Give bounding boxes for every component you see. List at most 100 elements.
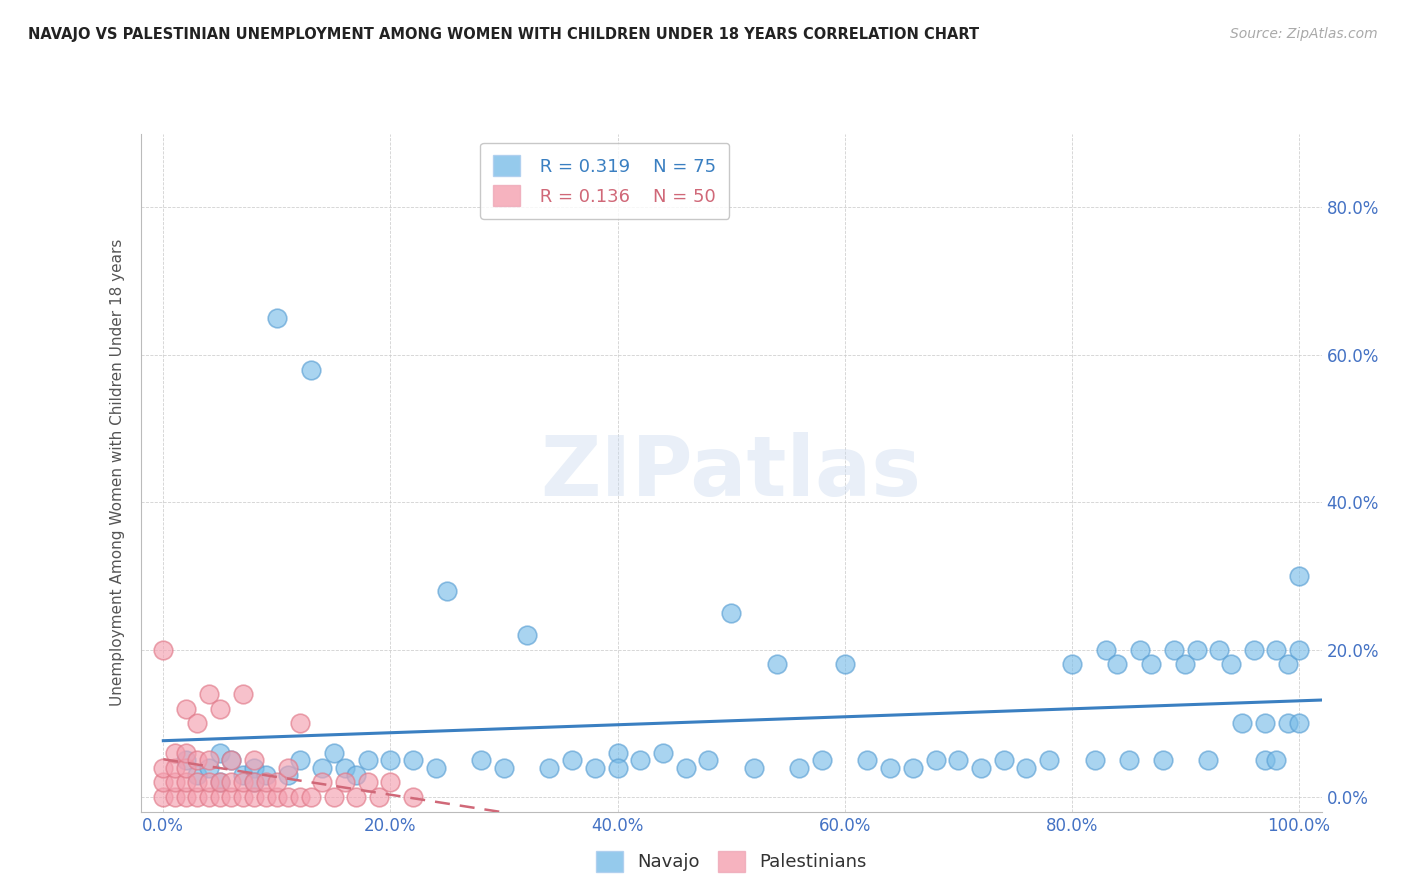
- Point: [174, 746, 197, 760]
- Point: [901, 760, 924, 774]
- Point: [254, 789, 277, 804]
- Point: [288, 789, 311, 804]
- Point: [1288, 716, 1310, 731]
- Point: [152, 789, 174, 804]
- Point: [1277, 657, 1299, 672]
- Point: [232, 687, 254, 701]
- Point: [277, 789, 299, 804]
- Point: [266, 311, 288, 326]
- Point: [277, 768, 299, 782]
- Point: [1288, 642, 1310, 657]
- Point: [606, 760, 628, 774]
- Point: [402, 753, 425, 767]
- Point: [765, 657, 787, 672]
- Point: [174, 701, 197, 715]
- Point: [879, 760, 901, 774]
- Point: [197, 753, 219, 767]
- Point: [186, 753, 208, 767]
- Point: [720, 606, 742, 620]
- Y-axis label: Unemployment Among Women with Children Under 18 years: Unemployment Among Women with Children U…: [110, 239, 125, 706]
- Point: [254, 768, 277, 782]
- Point: [1152, 753, 1174, 767]
- Point: [197, 789, 219, 804]
- Point: [209, 775, 232, 789]
- Point: [163, 760, 186, 774]
- Point: [787, 760, 810, 774]
- Point: [243, 760, 266, 774]
- Point: [288, 716, 311, 731]
- Point: [1107, 657, 1129, 672]
- Point: [1254, 753, 1277, 767]
- Point: [333, 775, 356, 789]
- Point: [436, 583, 458, 598]
- Point: [221, 775, 243, 789]
- Point: [209, 701, 232, 715]
- Point: [628, 753, 651, 767]
- Point: [538, 760, 561, 774]
- Point: [583, 760, 606, 774]
- Text: ZIPatlas: ZIPatlas: [541, 433, 921, 513]
- Point: [299, 362, 322, 376]
- Point: [1163, 642, 1185, 657]
- Point: [697, 753, 720, 767]
- Point: [209, 746, 232, 760]
- Point: [561, 753, 583, 767]
- Text: NAVAJO VS PALESTINIAN UNEMPLOYMENT AMONG WOMEN WITH CHILDREN UNDER 18 YEARS CORR: NAVAJO VS PALESTINIAN UNEMPLOYMENT AMONG…: [28, 27, 979, 42]
- Legend: Navajo, Palestinians: Navajo, Palestinians: [586, 842, 876, 880]
- Point: [606, 746, 628, 760]
- Point: [344, 768, 367, 782]
- Point: [834, 657, 856, 672]
- Point: [1038, 753, 1060, 767]
- Point: [299, 789, 322, 804]
- Point: [1060, 657, 1083, 672]
- Point: [163, 775, 186, 789]
- Point: [1265, 642, 1288, 657]
- Point: [163, 746, 186, 760]
- Point: [1219, 657, 1241, 672]
- Point: [470, 753, 492, 767]
- Point: [322, 746, 344, 760]
- Point: [652, 746, 675, 760]
- Point: [516, 628, 538, 642]
- Point: [209, 775, 232, 789]
- Point: [232, 768, 254, 782]
- Point: [1015, 760, 1038, 774]
- Point: [163, 789, 186, 804]
- Point: [197, 687, 219, 701]
- Point: [675, 760, 697, 774]
- Point: [221, 753, 243, 767]
- Point: [243, 789, 266, 804]
- Point: [1118, 753, 1140, 767]
- Point: [243, 775, 266, 789]
- Point: [174, 753, 197, 767]
- Point: [152, 775, 174, 789]
- Point: [333, 760, 356, 774]
- Point: [856, 753, 879, 767]
- Point: [380, 753, 402, 767]
- Point: [243, 753, 266, 767]
- Point: [243, 775, 266, 789]
- Point: [1174, 657, 1197, 672]
- Point: [1230, 716, 1253, 731]
- Point: [232, 789, 254, 804]
- Point: [152, 642, 174, 657]
- Point: [1197, 753, 1219, 767]
- Point: [742, 760, 765, 774]
- Point: [948, 753, 970, 767]
- Point: [221, 789, 243, 804]
- Point: [357, 753, 380, 767]
- Point: [402, 789, 425, 804]
- Point: [322, 789, 344, 804]
- Point: [209, 789, 232, 804]
- Point: [1129, 642, 1152, 657]
- Point: [174, 789, 197, 804]
- Point: [221, 753, 243, 767]
- Point: [311, 775, 333, 789]
- Point: [380, 775, 402, 789]
- Point: [266, 789, 288, 804]
- Point: [1208, 642, 1230, 657]
- Point: [1140, 657, 1163, 672]
- Point: [492, 760, 515, 774]
- Point: [924, 753, 946, 767]
- Point: [344, 789, 367, 804]
